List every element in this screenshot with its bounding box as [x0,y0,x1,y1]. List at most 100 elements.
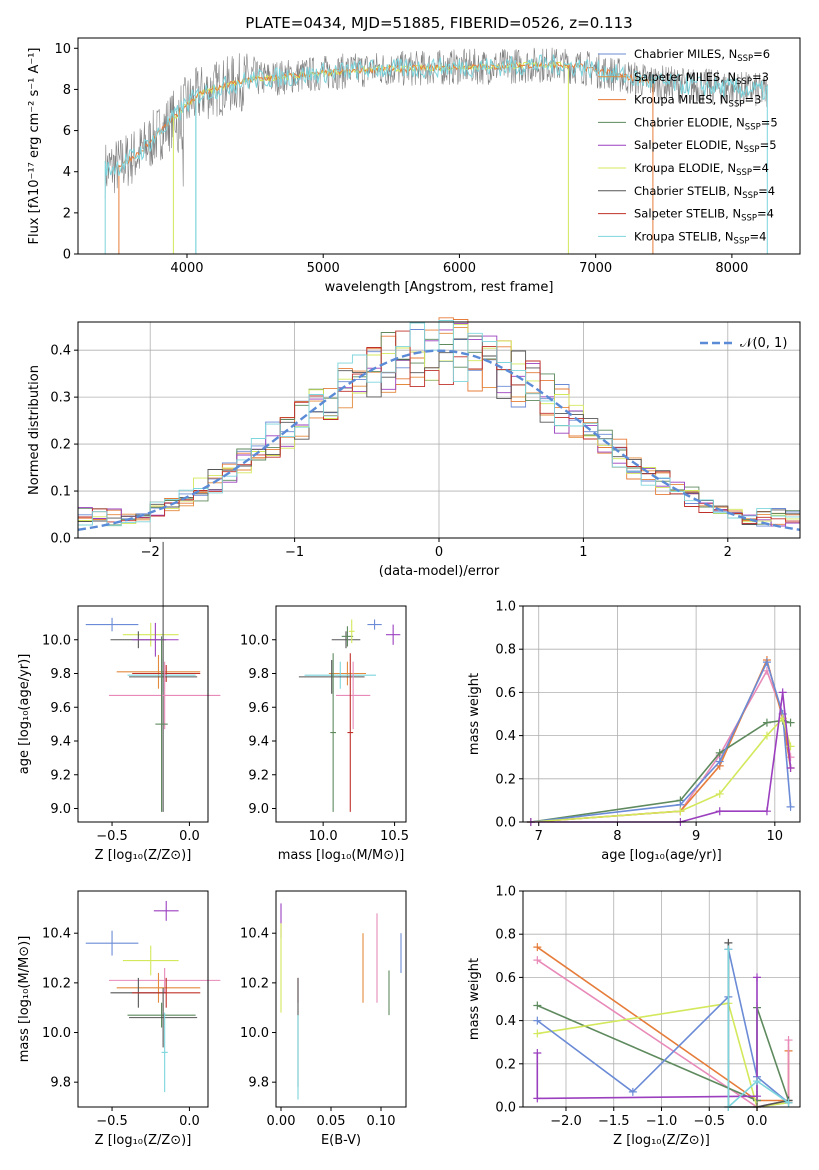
data-point [161,1012,168,1093]
legend-entry: Chabrier MILES, NSSP=6 [634,47,770,64]
legend-entry: Salpeter ELODIE, NSSP=5 [634,138,777,155]
y-tick-label: 0.1 [50,485,71,500]
series-marker [786,753,795,762]
plot-area [85,541,221,812]
legend-name: Salpeter MILES, N [634,70,736,84]
series-line [536,977,758,1100]
series-line [536,949,790,1104]
legend-entry: Salpeter MILES, NSSP=3 [634,70,769,87]
chart-3: 10.0 10.5 9.0 9.2 9.4 9.6 9.8 10.0 mass [log₁₀(M… [240,605,409,863]
chart-1: −2 −1 0 1 2 0.0 0.1 0.2 0.3 0.4 (data-model)/error… [27,317,801,579]
legend-entry: Kroupa STELIB, NSSP=4 [634,229,766,246]
series-marker [533,1049,542,1057]
series-line [727,949,789,1109]
y-tick-label: 0.0 [50,532,71,547]
data-point [153,900,179,921]
legend-entry: Chabrier ELODIE, NSSP=5 [634,115,778,132]
x-axis-label: Z [log₁₀(Z/Z⊙)] [613,1133,710,1148]
plot-area [533,938,793,1111]
series-marker [715,789,724,798]
legend-sub: SSP [734,236,750,246]
series-marker [533,943,542,952]
x-tick-label: 7 [535,829,543,844]
series-marker [778,688,787,697]
histogram-step [78,320,800,527]
legend-name: Chabrier ELODIE, N [634,115,745,129]
series-marker [784,1036,793,1045]
plot-area [298,619,401,812]
x-axis-label: E(B-V) [321,1133,361,1148]
y-tick-label: 9.8 [248,667,269,682]
legend-name: Chabrier MILES, N [634,47,737,61]
data-point [122,622,179,647]
y-tick-label: 9.0 [248,802,269,817]
y-tick-label: 0.0 [495,1101,516,1116]
data-point [122,945,179,976]
y-axis-label: age [log₁₀(age/yr)] [17,654,32,775]
x-tick-label: −1.0 [646,1114,678,1129]
data-point [132,622,179,657]
x-tick-label: 5000 [307,261,340,276]
x-tick-label: −0.5 [96,1114,128,1129]
series-line [537,1002,789,1108]
plot-area [77,317,801,531]
data-point [116,972,201,1003]
legend-suffix: =6 [753,47,770,61]
series-line [536,946,790,1102]
legend-entry: Salpeter STELIB, NSSP=4 [634,207,774,224]
x-tick-label: 10 [767,829,784,844]
series-marker [762,658,771,667]
series-marker [784,1098,793,1107]
y-tick-label: 0.8 [495,643,516,658]
chart-title: PLATE=0434, MJD=51885, FIBERID=0526, z=0… [245,14,632,32]
y-axis-label: mass [log₁₀(M/M⊙)] [17,936,32,1063]
data-point [132,665,201,682]
y-tick-label: 9.0 [50,802,71,817]
data-point [108,967,221,993]
x-tick-label: 0.00 [267,1114,296,1129]
legend-sub: SSP [742,191,758,201]
data-point [85,930,139,956]
data-point [386,624,401,645]
x-tick-label: −0.5 [96,829,128,844]
x-axis-label: mass [log₁₀(M/M⊙)] [278,848,405,863]
y-tick-label: 0 [63,248,71,263]
series-marker [533,956,542,965]
x-tick-label: 0.10 [367,1114,396,1129]
x-tick-label: 10.5 [380,829,409,844]
legend-suffix: =4 [752,161,769,175]
data-point [129,987,198,1048]
y-tick-label: 0.4 [50,344,71,359]
axes-frame [77,37,801,255]
y-axis-label: Flux [fλ10⁻¹⁷ erg cm⁻² s⁻¹ A⁻¹] [27,48,42,245]
y-tick-label: 10.0 [42,633,71,648]
x-tick-label: −1.5 [598,1114,630,1129]
legend-suffix: =4 [758,184,775,198]
legend-suffix: =3 [752,70,769,84]
x-tick-label: −0.5 [693,1114,725,1129]
x-tick-label: 2 [724,545,732,560]
series-marker [753,1092,762,1101]
legend-name: Kroupa MILES, N [634,93,729,107]
y-tick-label: 10.4 [42,927,71,942]
x-tick-label: 10.0 [309,829,338,844]
legend-suffix: =5 [761,115,778,129]
y-tick-label: 8 [63,83,71,98]
series-marker [715,807,724,816]
data-point [347,653,354,812]
series-marker [715,757,724,766]
x-tick-label: 0.0 [179,829,200,844]
legend-entry: Kroupa MILES, NSSP=3 [634,93,761,110]
chart-0: 4000 5000 6000 7000 8000 0 2 4 6 8 10 wavelength [A… [27,37,801,295]
y-tick-label: 9.8 [248,1076,269,1091]
y-tick-label: 0.4 [495,729,516,744]
legend-entry: Chabrier STELIB, NSSP=4 [634,184,775,201]
series-marker [533,1094,542,1103]
y-tick-label: 9.2 [50,768,71,783]
series-marker [753,973,762,982]
series-marker [786,718,795,727]
y-tick-label: 0.2 [495,772,516,787]
y-tick-label: 9.2 [248,768,269,783]
x-tick-label: −1 [285,545,304,560]
